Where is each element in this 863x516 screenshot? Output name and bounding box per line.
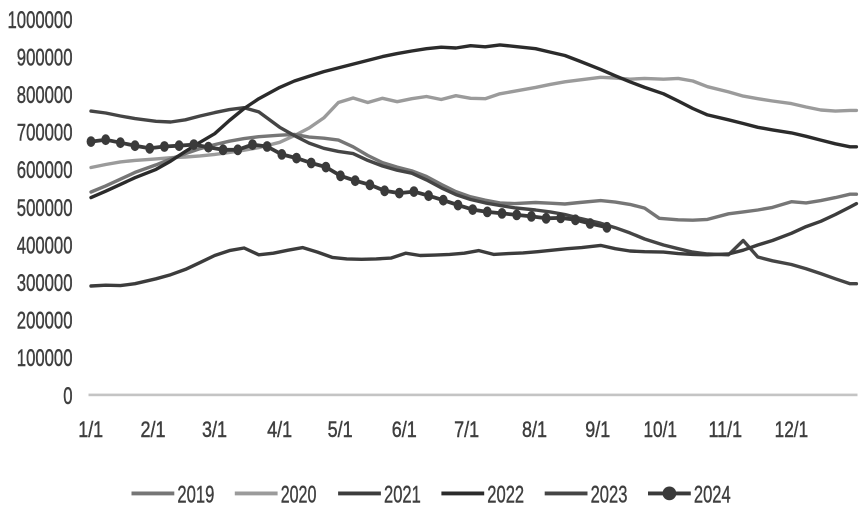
svg-text:900000: 900000 [17, 44, 73, 71]
svg-text:0: 0 [63, 383, 72, 410]
svg-text:12/1: 12/1 [775, 417, 809, 442]
svg-text:2022: 2022 [487, 481, 524, 508]
svg-text:11/1: 11/1 [709, 417, 743, 442]
svg-text:9/1: 9/1 [585, 417, 610, 442]
svg-text:700000: 700000 [17, 120, 73, 147]
svg-text:7/1: 7/1 [454, 417, 479, 442]
svg-text:100000: 100000 [17, 345, 73, 372]
svg-text:1/1: 1/1 [78, 417, 103, 442]
svg-text:4/1: 4/1 [267, 417, 292, 442]
svg-text:2020: 2020 [281, 481, 317, 508]
svg-text:8/1: 8/1 [522, 417, 547, 442]
svg-text:2024: 2024 [694, 481, 731, 508]
svg-text:5/1: 5/1 [328, 417, 353, 442]
svg-text:1000000: 1000000 [8, 7, 73, 34]
svg-text:10/1: 10/1 [643, 417, 677, 442]
svg-text:400000: 400000 [17, 232, 73, 259]
svg-text:200000: 200000 [17, 308, 73, 335]
svg-text:2/1: 2/1 [141, 417, 166, 442]
svg-text:500000: 500000 [17, 195, 73, 222]
svg-text:2023: 2023 [591, 481, 628, 508]
svg-text:2019: 2019 [177, 481, 214, 508]
svg-text:3/1: 3/1 [202, 417, 227, 442]
svg-text:800000: 800000 [17, 82, 73, 109]
svg-text:6/1: 6/1 [392, 417, 417, 442]
svg-text:300000: 300000 [17, 270, 73, 297]
svg-text:600000: 600000 [17, 157, 73, 184]
svg-text:2021: 2021 [384, 481, 421, 508]
